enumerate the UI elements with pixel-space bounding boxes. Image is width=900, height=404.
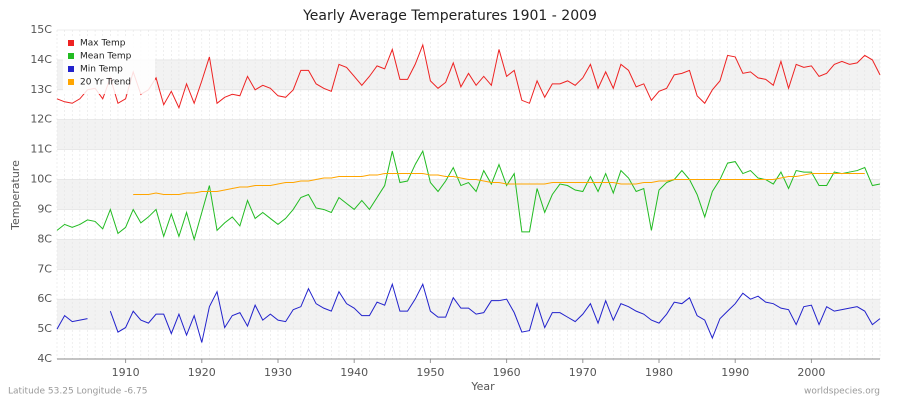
x-axis-label: Year [470,380,495,393]
series-line [56,43,881,110]
y-tick-label: 15C [30,23,52,36]
legend-label: Min Temp [80,65,123,75]
legend-swatch [68,79,74,85]
chart-title: Yearly Average Temperatures 1901 - 2009 [302,8,597,24]
legend-label: Mean Temp [80,52,132,62]
x-tick-label: 1920 [188,366,216,379]
y-tick-label: 12C [30,113,52,126]
x-tick-label: 1990 [721,366,749,379]
y-tick-label: 6C [37,292,52,305]
footer-right: worldspecies.org [804,387,880,397]
y-tick-label: 5C [37,322,52,335]
x-tick-label: 1910 [112,366,140,379]
y-tick-label: 11C [30,143,52,156]
y-tick-label: 9C [37,202,52,215]
x-tick-label: 2000 [797,366,825,379]
series-line [56,282,881,343]
x-tick-label: 1970 [569,366,597,379]
x-tick-label: 1950 [416,366,444,379]
footer-left: Latitude 53.25 Longitude -6.75 [8,387,147,397]
x-tick-label: 1960 [493,366,521,379]
y-tick-label: 10C [30,173,52,186]
series-line [56,149,881,242]
legend-label: 20 Yr Trend [80,78,131,88]
legend-box [63,36,155,94]
y-tick-label: 8C [37,232,52,245]
legend-swatch [68,53,74,59]
x-tick-label: 1940 [340,366,368,379]
series-line [133,173,865,195]
y-tick-label: 7C [37,262,52,275]
legend-swatch [68,66,74,72]
y-tick-label: 4C [37,352,52,365]
legend-label: Max Temp [80,39,126,49]
legend-swatch [68,40,74,46]
x-tick-label: 1930 [264,366,292,379]
y-axis-label: Temperature [9,160,22,231]
x-tick-label: 1980 [645,366,673,379]
y-tick-label: 13C [30,83,52,96]
y-tick-label: 14C [30,53,52,66]
